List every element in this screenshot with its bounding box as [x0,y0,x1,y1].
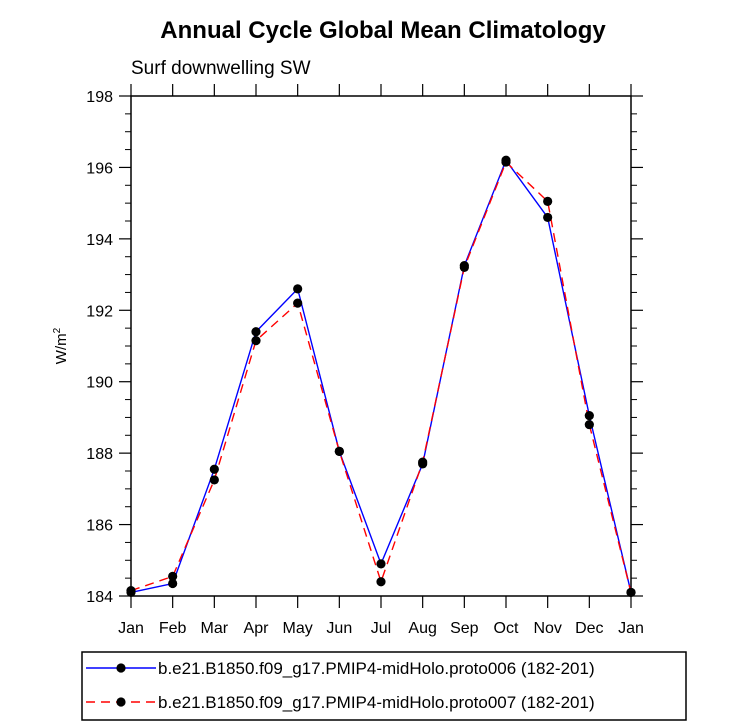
x-tick-label: Mar [201,620,229,637]
legend [81,651,687,721]
legend-label-1: b.e21.B1850.f09_g17.PMIP4-midHolo.proto0… [158,659,595,678]
x-tick-label: Jan [618,620,644,637]
series-2-point [293,298,303,308]
legend-label-2: b.e21.B1850.f09_g17.PMIP4-midHolo.proto0… [158,693,595,712]
x-tick-label: Aug [408,620,436,637]
y-tick-label: 186 [86,518,113,535]
series-2-point [126,586,136,596]
series-2-point [251,336,261,346]
series-layer [126,155,636,598]
series-1-point [293,284,303,294]
x-tick-label: Sep [450,620,479,637]
x-tick-label: Apr [244,620,270,637]
series-1-point [376,559,386,569]
y-tick-label: 194 [86,232,113,249]
series-2-point [334,446,344,456]
x-tick-label: May [283,620,313,637]
x-tick-label: Oct [494,620,519,637]
x-axis: Jan Feb Mar Apr May Jun Jul Aug Sep Oct Nov Dec Jan [118,84,644,637]
legend-items: b.e21.B1850.f09_g17.PMIP4-midHolo.proto0… [86,659,595,712]
series-1-point [209,464,219,474]
y-tick-label: 190 [86,375,113,392]
y-axis: 184 186 188 190 192 194 196 198 [86,89,643,606]
y-tick-label: 192 [86,303,113,320]
plot-area-frame [130,95,632,597]
series-1-point [168,578,178,589]
series-2-point [376,577,386,587]
x-tick-label: Jan [118,620,144,637]
series-2-point [418,457,428,467]
series-2-point [459,262,469,273]
series-1-point [543,212,553,223]
series-2-point [168,571,178,581]
y-tick-label: 198 [86,89,113,106]
series-1-point [251,327,261,337]
series-2-point [501,157,511,167]
x-tick-label: Jun [326,620,352,637]
x-tick-label: Feb [159,620,187,637]
y-tick-label: 188 [86,446,113,463]
series-line-1 [130,158,632,594]
x-tick-label: Nov [533,620,561,637]
legend-marker-2 [116,697,126,707]
x-tick-label: Dec [575,620,603,637]
series-2-point [626,587,636,598]
y-tick-label: 184 [86,589,113,606]
series-line-2 [130,160,632,593]
series-2-point [584,419,594,430]
series-1-point [584,411,594,421]
legend-marker-1 [116,663,126,673]
y-tick-label: 196 [86,160,113,177]
y-axis-label: W/m2 [52,327,70,364]
chart-title: Annual Cycle Global Mean Climatology [160,17,606,44]
series-2-point [543,196,553,206]
chart-subtitle: Surf downwelling SW [131,58,311,79]
x-tick-label: Jul [371,620,391,637]
series-2-point [209,475,219,485]
